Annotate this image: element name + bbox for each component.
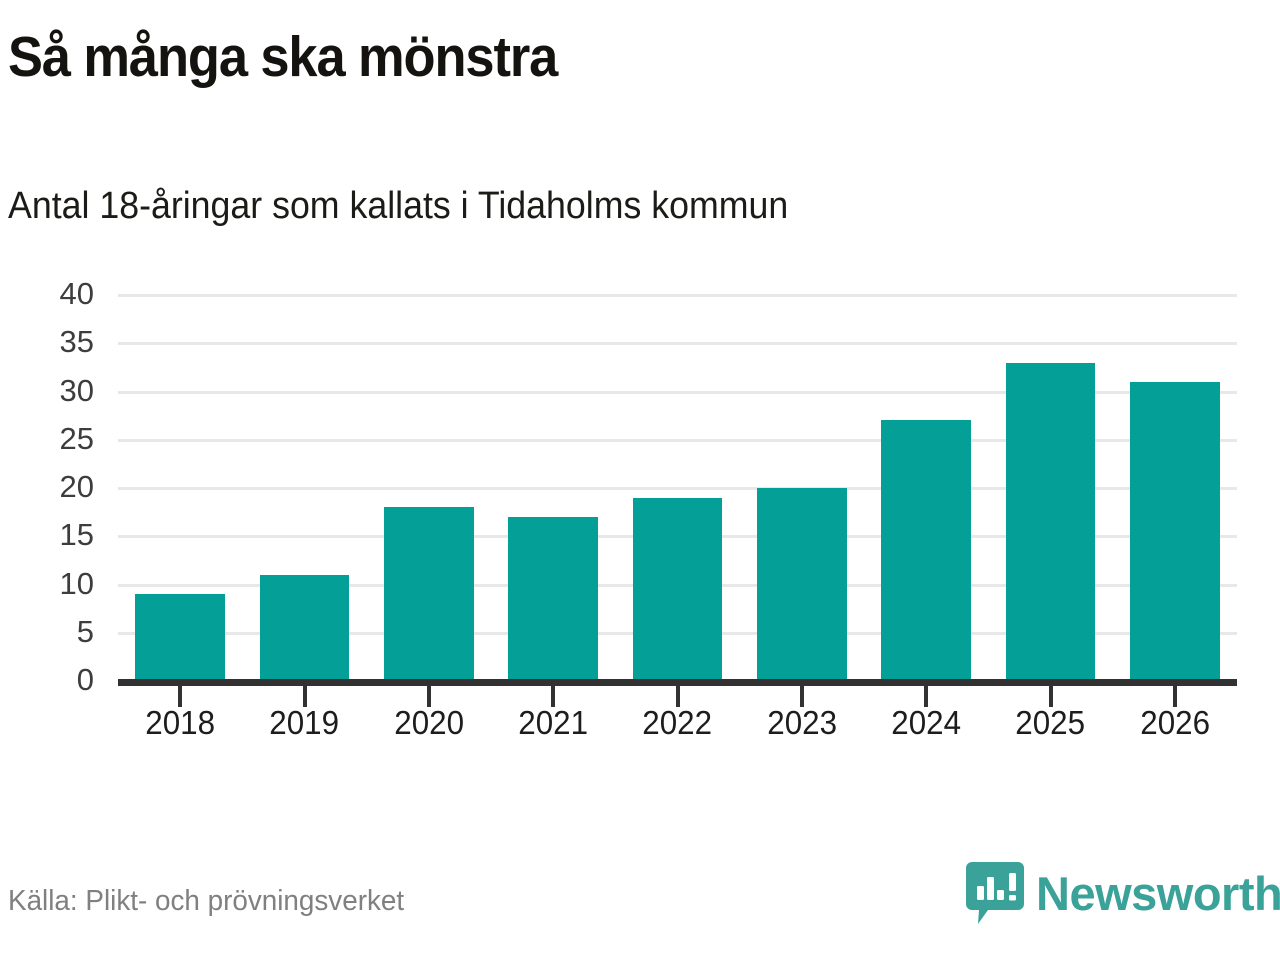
x-axis-tick-mark (178, 686, 183, 707)
x-axis-tick-mark (799, 686, 804, 707)
x-axis-tick-label-2020: 2020 (393, 704, 464, 741)
x-axis-tick-mark (1048, 686, 1053, 707)
y-axis-tick-label: 5 (76, 613, 94, 649)
source-note: Källa: Plikt- och prövningsverket (8, 885, 405, 917)
bar-2025[interactable] (1005, 362, 1096, 681)
x-axis-tick-label-2024: 2024 (891, 704, 962, 741)
x-axis-tick-label-2026: 2026 (1139, 704, 1210, 741)
y-axis-tick-label: 15 (59, 517, 94, 553)
page-title: Så många ska mönstra (8, 25, 558, 89)
newsworthy-bar-chart-bubble-icon (966, 862, 1024, 924)
gridline (118, 294, 1237, 297)
bar-2023[interactable] (757, 488, 847, 681)
x-axis-tick-label-2021: 2021 (518, 704, 589, 741)
y-axis-tick-label: 30 (59, 372, 94, 408)
x-axis-tick-label-2023: 2023 (766, 704, 837, 741)
newsworthy-logo: Newsworthy (966, 862, 1280, 924)
x-axis-tick-mark (302, 686, 307, 707)
gridline (118, 438, 1237, 442)
x-axis-tick-label-2018: 2018 (145, 704, 216, 741)
gridline (118, 342, 1237, 346)
x-axis-tick-mark (675, 686, 680, 707)
y-axis-tick-label: 25 (59, 420, 94, 456)
y-axis-tick-label: 10 (59, 565, 94, 601)
y-axis-tick-label: 40 (59, 276, 94, 311)
y-axis-tick-label: 0 (76, 662, 94, 697)
x-axis-tick-mark (426, 686, 431, 707)
bar-2026[interactable] (1130, 381, 1220, 681)
bar-2020[interactable] (384, 507, 474, 681)
x-axis-tick-mark (1172, 686, 1177, 707)
bar-2018[interactable] (135, 594, 225, 681)
x-axis-line (118, 679, 1237, 686)
brand-name: Newsworthy (1036, 866, 1280, 920)
gridline (118, 390, 1237, 394)
bar-2021[interactable] (508, 516, 598, 681)
x-axis-tick-mark (924, 686, 929, 707)
x-axis-tick-label-2022: 2022 (642, 704, 713, 741)
y-axis-tick-label: 20 (59, 469, 94, 504)
x-axis-tick-mark (551, 686, 556, 707)
bar-2024[interactable] (881, 420, 971, 681)
gridline (118, 487, 1237, 490)
bar-2019[interactable] (259, 574, 350, 681)
x-axis-tick-label-2025: 2025 (1015, 704, 1086, 741)
x-axis-tick-label-2019: 2019 (269, 704, 340, 741)
chart-subtitle: Antal 18-åringar som kallats i Tidaholms… (8, 185, 789, 227)
bar-2022[interactable] (632, 497, 723, 681)
y-axis-tick-label: 35 (59, 324, 94, 360)
